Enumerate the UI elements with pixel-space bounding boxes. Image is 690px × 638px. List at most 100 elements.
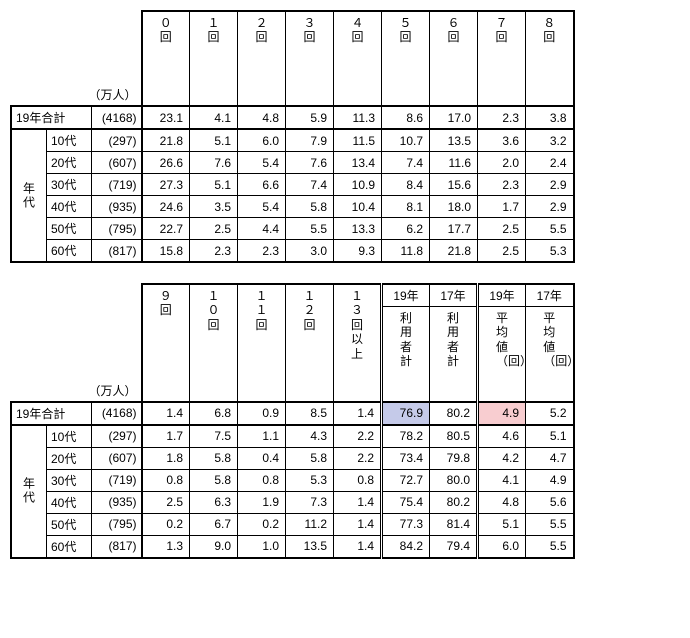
cell: 11.8	[382, 240, 430, 263]
cell: 4.3	[286, 425, 334, 448]
cell: 5.4	[238, 152, 286, 174]
cell: 21.8	[142, 129, 190, 152]
cell: 77.3	[382, 513, 430, 535]
col-head-12: １２回	[286, 284, 334, 402]
col-head-4: ４回	[334, 11, 382, 106]
cell: 8.6	[382, 106, 430, 129]
unit-label: （万人）	[11, 284, 142, 402]
cell: 2.5	[478, 218, 526, 240]
table-row: 30代 (719) 0.8 5.8 0.8 5.3 0.8 72.7 80.0 …	[11, 469, 574, 491]
cell: 10.4	[334, 196, 382, 218]
year-head-19b: 19年	[478, 284, 526, 307]
cell: 1.1	[238, 425, 286, 448]
col-head-avg17: 平均値（回）	[526, 307, 574, 402]
cell: 7.6	[286, 152, 334, 174]
age-label: 30代	[47, 174, 92, 196]
cell: 4.4	[238, 218, 286, 240]
cell: 2.3	[478, 174, 526, 196]
cell: 80.2	[430, 491, 478, 513]
cell: 17.7	[430, 218, 478, 240]
col-head-10: １０回	[190, 284, 238, 402]
cell: 80.2	[430, 402, 478, 425]
cell: 5.5	[526, 218, 574, 240]
cell: 15.6	[430, 174, 478, 196]
total-row: 19年合計 (4168) 23.1 4.1 4.8 5.9 11.3 8.6 1…	[11, 106, 574, 129]
cell: 0.8	[238, 469, 286, 491]
cell: 7.3	[286, 491, 334, 513]
cell: 79.8	[430, 447, 478, 469]
col-head-2: ２回	[238, 11, 286, 106]
cell: 4.1	[190, 106, 238, 129]
table-row: 60代 (817) 1.3 9.0 1.0 13.5 1.4 84.2 79.4…	[11, 535, 574, 558]
age-count: (607)	[92, 152, 142, 174]
cell: 4.1	[478, 469, 526, 491]
cell: 5.8	[286, 196, 334, 218]
age-label: 40代	[47, 491, 92, 513]
age-count: (607)	[92, 447, 142, 469]
cell: 2.9	[526, 196, 574, 218]
cell: 1.9	[238, 491, 286, 513]
table-row: 年代 10代 (297) 21.8 5.1 6.0 7.9 11.5 10.7 …	[11, 129, 574, 152]
cell: 11.3	[334, 106, 382, 129]
cell: 9.3	[334, 240, 382, 263]
col-head-5: ５回	[382, 11, 430, 106]
cell: 6.2	[382, 218, 430, 240]
cell: 4.8	[478, 491, 526, 513]
cell: 2.3	[478, 106, 526, 129]
cell: 11.5	[334, 129, 382, 152]
cell: 1.7	[142, 425, 190, 448]
cell: 15.8	[142, 240, 190, 263]
cell: 1.8	[142, 447, 190, 469]
cell: 1.4	[334, 513, 382, 535]
cell: 4.8	[238, 106, 286, 129]
cell: 79.4	[430, 535, 478, 558]
unit-label: （万人）	[11, 11, 142, 106]
cell: 2.3	[190, 240, 238, 263]
year-head-17: 17年	[430, 284, 478, 307]
cell: 9.0	[190, 535, 238, 558]
cell: 1.7	[478, 196, 526, 218]
col-head-8: ８回	[526, 11, 574, 106]
cell-highlighted: 4.9	[478, 402, 526, 425]
cell: 0.8	[334, 469, 382, 491]
age-count: (935)	[92, 491, 142, 513]
cell: 81.4	[430, 513, 478, 535]
cell: 1.3	[142, 535, 190, 558]
cell: 78.2	[382, 425, 430, 448]
total-label: 19年合計	[11, 402, 92, 425]
table-1: （万人） ０回 １回 ２回 ３回 ４回 ５回 ６回 ７回 ８回 19年合計 (4…	[10, 10, 575, 263]
cell: 6.7	[190, 513, 238, 535]
total-label: 19年合計	[11, 106, 92, 129]
age-label: 30代	[47, 469, 92, 491]
age-count: (935)	[92, 196, 142, 218]
cell: 4.2	[478, 447, 526, 469]
cell: 0.2	[142, 513, 190, 535]
cell: 3.2	[526, 129, 574, 152]
table-row: 40代 (935) 2.5 6.3 1.9 7.3 1.4 75.4 80.2 …	[11, 491, 574, 513]
cell: 3.5	[190, 196, 238, 218]
cell: 80.0	[430, 469, 478, 491]
cell: 2.2	[334, 447, 382, 469]
cell: 3.6	[478, 129, 526, 152]
cell: 7.4	[382, 152, 430, 174]
cell: 4.7	[526, 447, 574, 469]
age-count: (297)	[92, 129, 142, 152]
cell: 75.4	[382, 491, 430, 513]
col-head-11: １１回	[238, 284, 286, 402]
cell: 5.5	[526, 513, 574, 535]
cell: 2.5	[478, 240, 526, 263]
age-count: (817)	[92, 535, 142, 558]
age-count: (795)	[92, 218, 142, 240]
age-count: (297)	[92, 425, 142, 448]
cell: 5.9	[286, 106, 334, 129]
cell: 8.4	[382, 174, 430, 196]
col-head-1: １回	[190, 11, 238, 106]
cell: 11.2	[286, 513, 334, 535]
cell: 5.5	[286, 218, 334, 240]
cell: 3.8	[526, 106, 574, 129]
table-row: 20代 (607) 1.8 5.8 0.4 5.8 2.2 73.4 79.8 …	[11, 447, 574, 469]
cell: 2.5	[190, 218, 238, 240]
cell: 0.4	[238, 447, 286, 469]
cell: 80.5	[430, 425, 478, 448]
table-row: 20代 (607) 26.6 7.6 5.4 7.6 13.4 7.4 11.6…	[11, 152, 574, 174]
